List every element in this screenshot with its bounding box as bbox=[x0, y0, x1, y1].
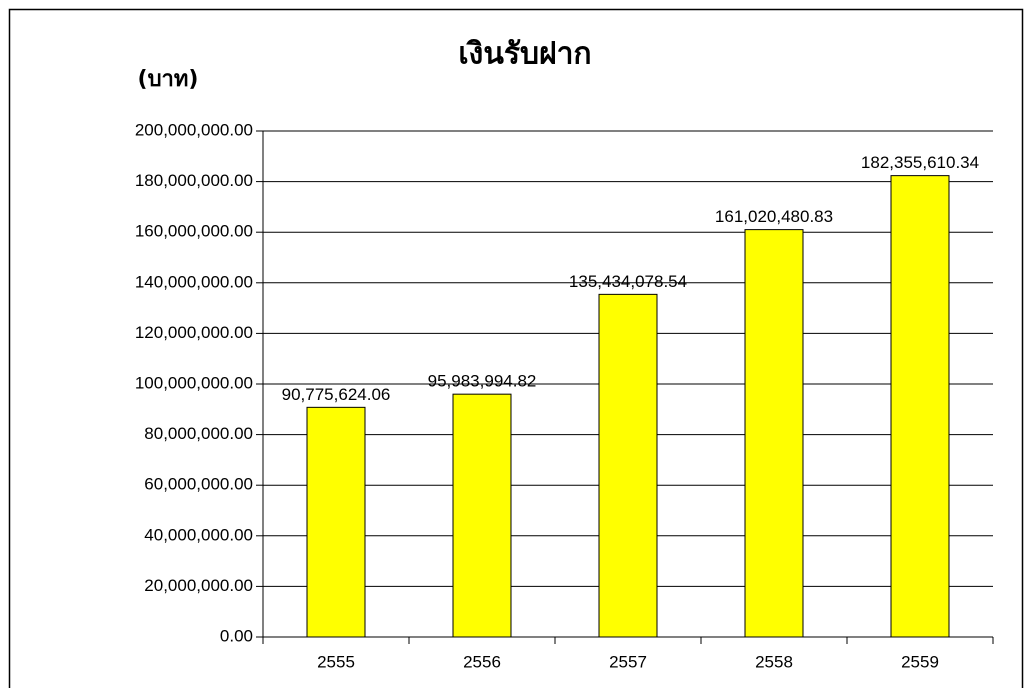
data-label: 161,020,480.83 bbox=[715, 207, 833, 226]
chart-title: เงินรับฝาก bbox=[458, 37, 591, 72]
y-axis-label: (บาท) bbox=[138, 67, 199, 92]
chart-border bbox=[8, 8, 1024, 688]
y-tick-label: 60,000,000.00 bbox=[144, 475, 253, 494]
y-tick-label: 180,000,000.00 bbox=[135, 171, 253, 190]
y-tick-label: 140,000,000.00 bbox=[135, 272, 253, 291]
bar bbox=[306, 406, 366, 638]
y-tick-label: 20,000,000.00 bbox=[144, 576, 253, 595]
data-label: 95,983,994.82 bbox=[428, 372, 537, 391]
x-tick-label: 2555 bbox=[317, 652, 355, 671]
y-tick-label: 80,000,000.00 bbox=[144, 424, 253, 443]
x-tick-label: 2557 bbox=[609, 652, 647, 671]
y-tick-label: 0.00 bbox=[220, 626, 253, 645]
bar bbox=[452, 393, 512, 638]
data-label: 90,775,624.06 bbox=[282, 385, 391, 404]
data-label: 182,355,610.34 bbox=[861, 153, 979, 172]
bar bbox=[598, 293, 658, 638]
x-tick-label: 2558 bbox=[755, 652, 793, 671]
y-tick-label: 40,000,000.00 bbox=[144, 525, 253, 544]
bar bbox=[744, 229, 804, 638]
bar bbox=[890, 175, 950, 638]
y-tick-label: 120,000,000.00 bbox=[135, 323, 253, 342]
x-tick-label: 2556 bbox=[463, 652, 501, 671]
y-tick-label: 100,000,000.00 bbox=[135, 373, 253, 392]
y-tick-label: 200,000,000.00 bbox=[135, 120, 253, 139]
data-label: 135,434,078.54 bbox=[569, 272, 687, 291]
x-tick-label: 2559 bbox=[901, 652, 939, 671]
y-tick-label: 160,000,000.00 bbox=[135, 222, 253, 241]
